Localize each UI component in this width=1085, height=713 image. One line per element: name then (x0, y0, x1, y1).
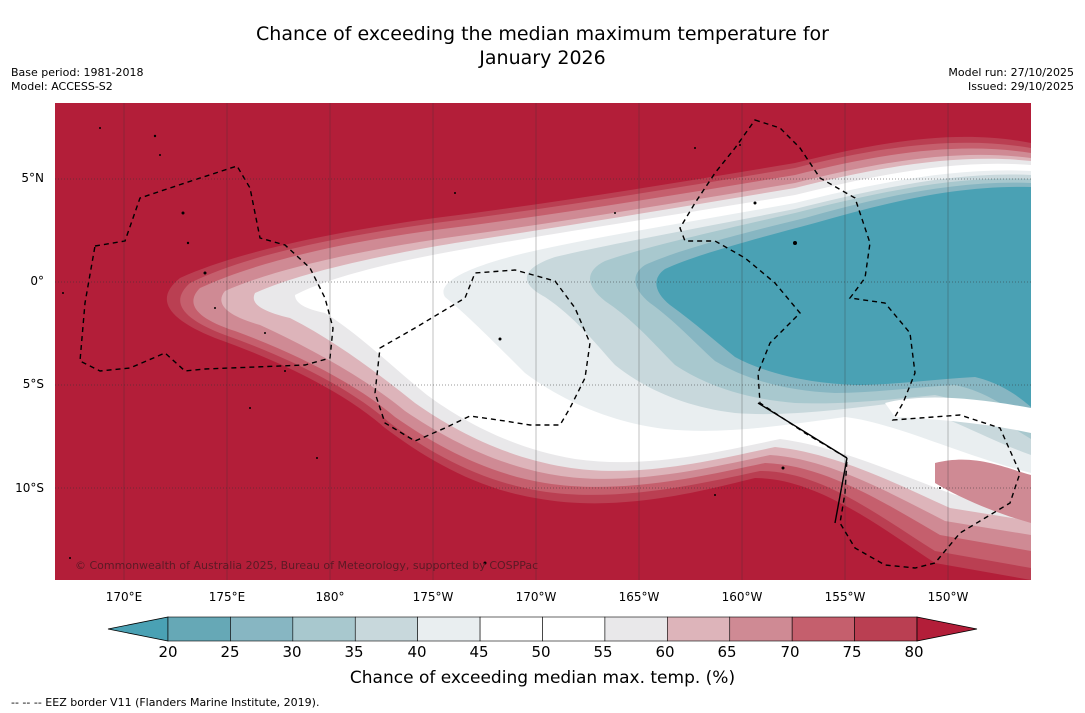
colorbar-cell-55 (604, 616, 668, 642)
colorbar-cell-45 (479, 616, 543, 642)
colorbar-cell-40 (417, 616, 481, 642)
forecast-map (55, 103, 1031, 580)
map-canvas (55, 103, 1031, 580)
islands (62, 127, 941, 565)
cbar-tick-55: 55 (593, 643, 613, 661)
metadata-right: Model run: 27/10/2025 Issued: 29/10/2025 (948, 66, 1074, 94)
band-65-patch (935, 459, 1031, 523)
map-title: Chance of exceeding the median maximum t… (0, 22, 1085, 70)
colorbar-cell-20 (167, 616, 231, 642)
colorbar-title: Chance of exceeding median max. temp. (%… (349, 668, 736, 688)
cbar-tick-25: 25 (220, 643, 240, 661)
cbar-tick-75: 75 (842, 643, 862, 661)
cbar-tick-60: 60 (655, 643, 675, 661)
cbar-tick-30: 30 (282, 643, 302, 661)
colorbar-cell-75 (854, 616, 918, 642)
lon-label-160w: 160°W (721, 590, 763, 604)
colorbar-over-arrow (916, 616, 978, 642)
colorbar (107, 616, 978, 642)
lon-label-180: 180° (315, 590, 345, 604)
lat-label-10s: 10°S (15, 481, 44, 495)
cbar-tick-40: 40 (407, 643, 427, 661)
cbar-tick-45: 45 (469, 643, 489, 661)
eez-border-east (679, 119, 1021, 569)
lon-label-175e: 175°E (208, 590, 246, 604)
lon-label-175w: 175°W (412, 590, 454, 604)
colorbar-cell-65 (729, 616, 793, 642)
metadata-left: Base period: 1981-2018 Model: ACCESS-S2 (11, 66, 143, 94)
colorbar-cell-30 (292, 616, 356, 642)
lat-label-0: 0° (30, 274, 44, 288)
colorbar-cell-35 (354, 616, 418, 642)
title-line-2: January 2026 (479, 47, 606, 69)
lon-label-165w: 165°W (618, 590, 660, 604)
lat-label-5s: 5°S (22, 377, 44, 391)
lon-label-170w: 170°W (515, 590, 557, 604)
colorbar-under-arrow (107, 616, 169, 642)
colorbar-cells (167, 616, 918, 642)
cbar-tick-35: 35 (344, 643, 364, 661)
lon-label-170e: 170°E (105, 590, 143, 604)
cbar-tick-65: 65 (717, 643, 737, 661)
cbar-tick-70: 70 (780, 643, 800, 661)
colorbar-cell-70 (791, 616, 855, 642)
lat-label-5n: 5°N (21, 171, 44, 185)
lon-gridlines (123, 103, 949, 580)
lon-label-155w: 155°W (824, 590, 866, 604)
copyright-notice: © Commonwealth of Australia 2025, Bureau… (75, 559, 539, 572)
band-low (656, 186, 1031, 407)
issued-date: Issued: 29/10/2025 (967, 80, 1074, 93)
eez-footnote: -- -- -- EEZ border V11 (Flanders Marine… (11, 696, 320, 709)
cbar-tick-50: 50 (531, 643, 551, 661)
eez-borders (79, 119, 1021, 569)
colorbar-cell-25 (230, 616, 294, 642)
eez-solid-segment (757, 402, 848, 459)
colorbar-cell-60 (667, 616, 731, 642)
cbar-tick-20: 20 (158, 643, 178, 661)
lat-gridlines (55, 178, 1031, 489)
model-run: Model run: 27/10/2025 (948, 66, 1074, 79)
title-line-1: Chance of exceeding the median maximum t… (256, 23, 829, 45)
cbar-tick-80: 80 (904, 643, 924, 661)
base-period: Base period: 1981-2018 (11, 66, 144, 79)
colorbar-cell-50 (542, 616, 606, 642)
model-name: Model: ACCESS-S2 (11, 80, 113, 93)
lon-label-150w: 150°W (927, 590, 969, 604)
